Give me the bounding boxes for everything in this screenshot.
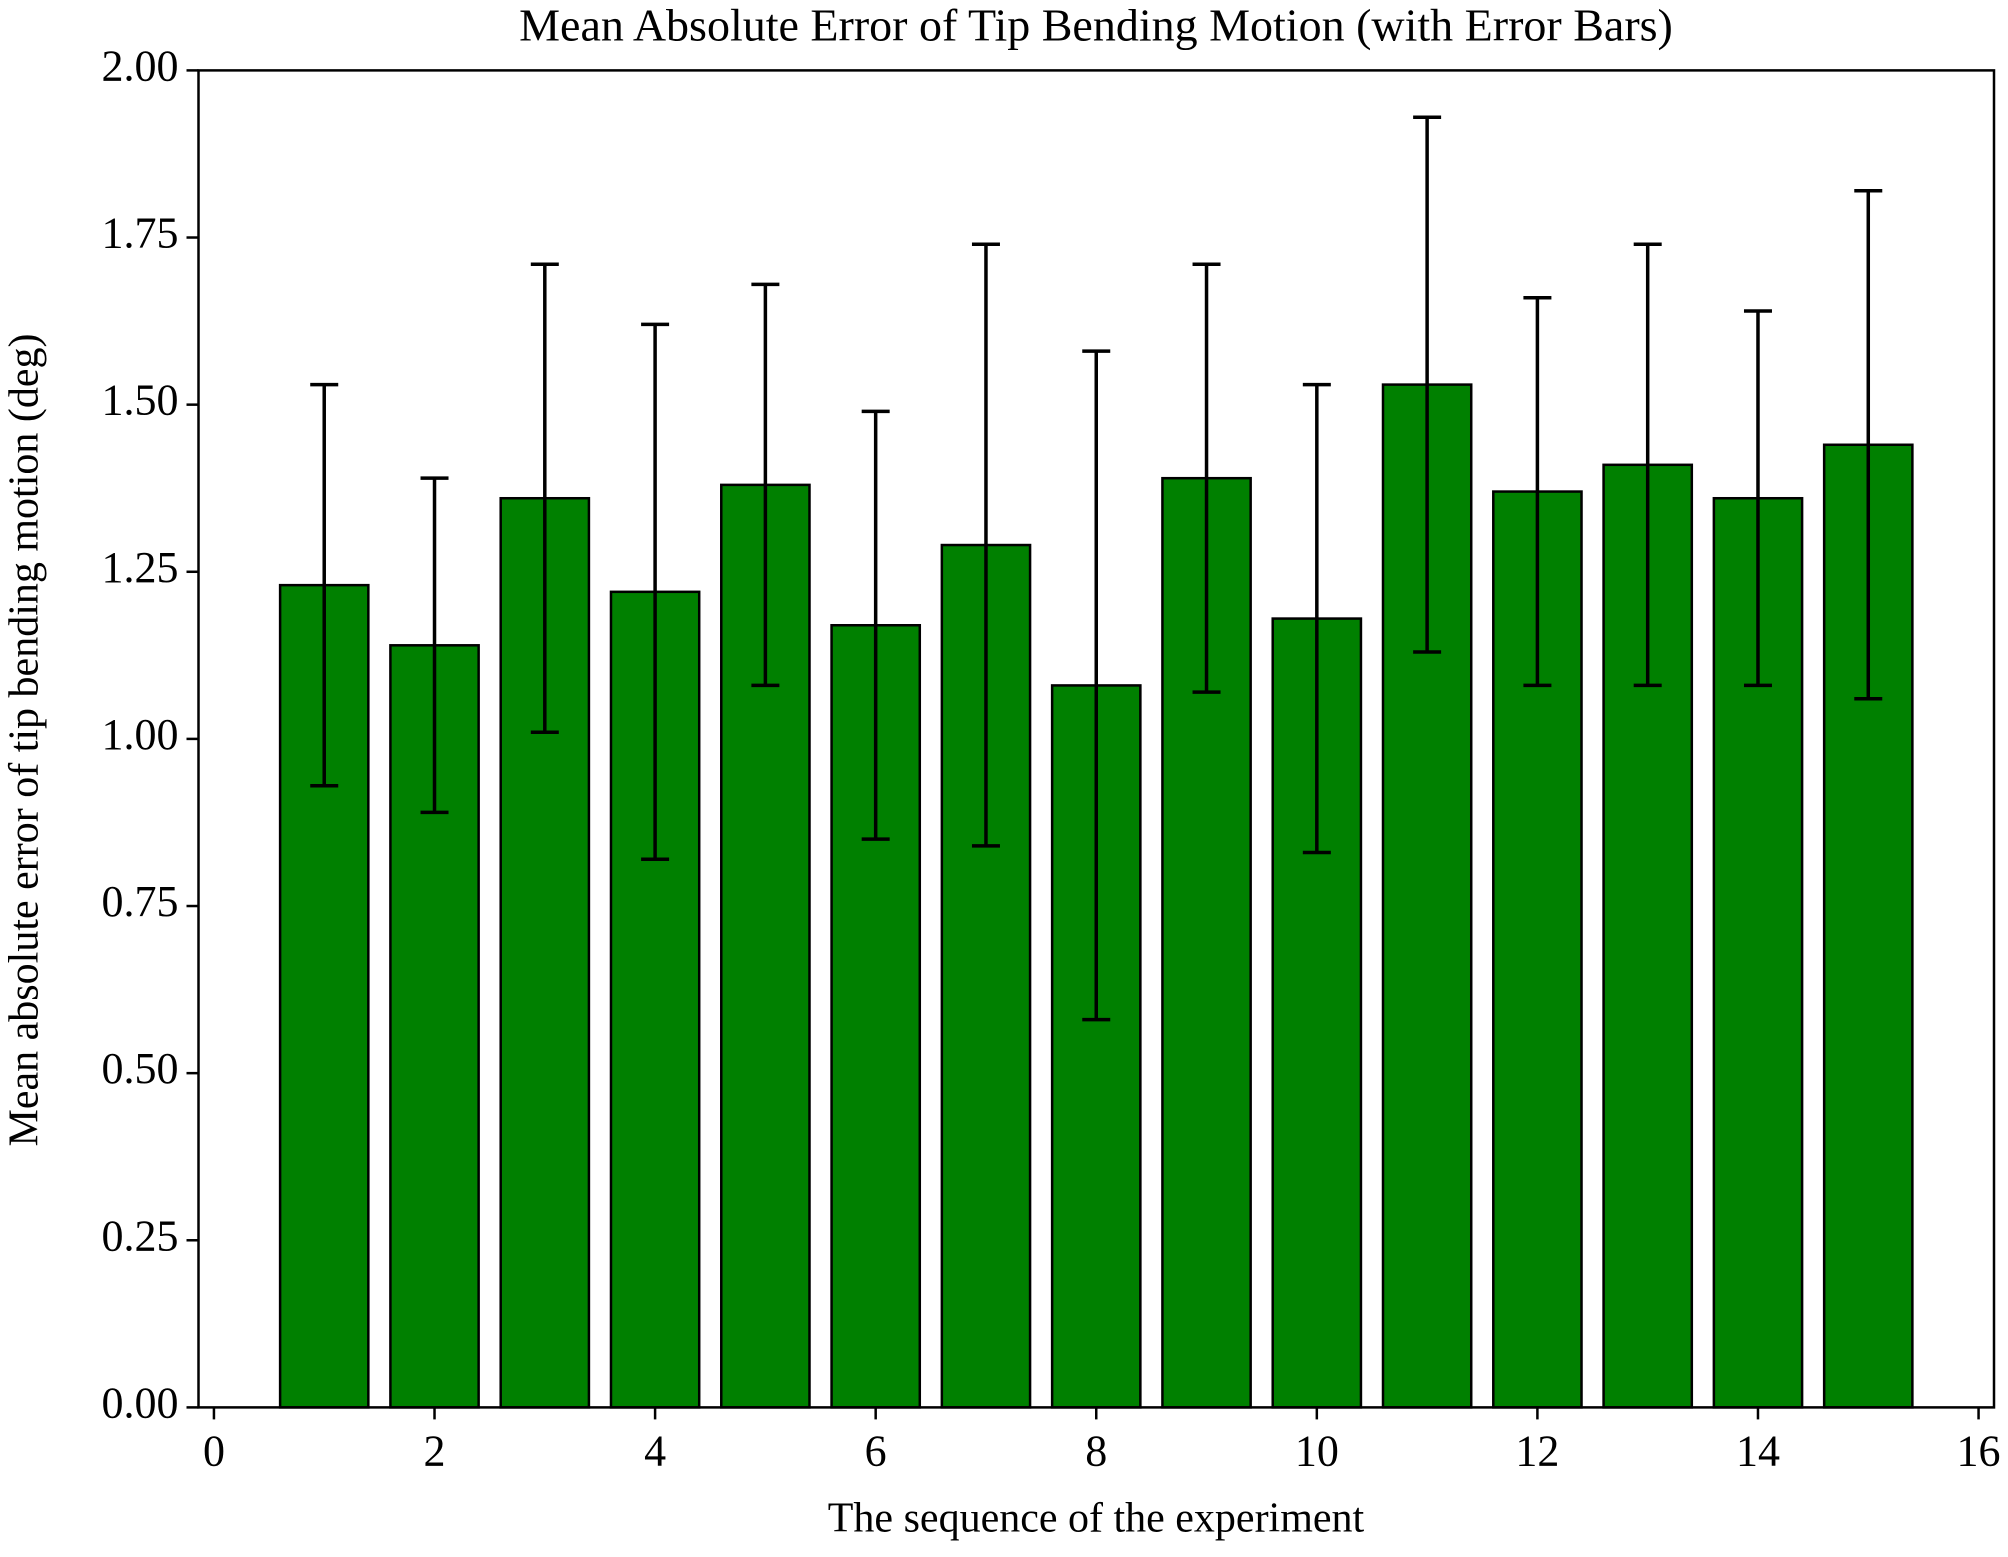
error-bar — [530, 262, 559, 734]
x-tick-label: 16 — [1957, 1426, 2001, 1475]
error-bar — [1302, 382, 1331, 855]
y-tick-label: 0.25 — [102, 1211, 179, 1260]
x-tick-label: 4 — [644, 1426, 666, 1475]
y-tick-label: 1.00 — [102, 710, 179, 759]
error-bar — [1523, 295, 1552, 688]
error-bar — [641, 322, 670, 861]
y-tick-label: 0.50 — [102, 1044, 179, 1093]
y-tick-label: 0.75 — [102, 877, 179, 926]
error-bar — [310, 382, 339, 788]
plot-frame — [197, 69, 1996, 1409]
y-tick-label: 1.50 — [102, 376, 179, 425]
y-axis-label: Mean absolute error of tip bending motio… — [2, 334, 48, 1147]
error-bar — [420, 476, 449, 815]
error-bar — [1413, 115, 1442, 654]
y-tick-label: 1.75 — [102, 209, 179, 258]
error-bar — [751, 282, 780, 688]
x-tick-label: 14 — [1736, 1426, 1780, 1475]
y-tick-label: 0.00 — [102, 1378, 179, 1427]
x-tick-label: 6 — [865, 1426, 887, 1475]
error-bar — [861, 409, 890, 841]
y-tick-label: 2.00 — [102, 41, 179, 90]
x-tick-label: 0 — [203, 1426, 225, 1475]
error-bar — [1082, 349, 1111, 1022]
x-axis-label: The sequence of the experiment — [828, 1496, 1365, 1542]
x-tick-label: 10 — [1295, 1426, 1339, 1475]
y-tick-label: 1.25 — [102, 543, 179, 592]
x-tick-label: 12 — [1515, 1426, 1559, 1475]
x-tick-label: 2 — [424, 1426, 446, 1475]
error-bar — [971, 242, 1000, 848]
error-bar — [1633, 242, 1662, 688]
chart-title: Mean Absolute Error of Tip Bending Motio… — [519, 0, 1673, 51]
error-bar — [1854, 188, 1883, 701]
error-bar — [1743, 309, 1772, 688]
x-tick-label: 8 — [1085, 1426, 1107, 1475]
error-bar — [1192, 262, 1221, 694]
